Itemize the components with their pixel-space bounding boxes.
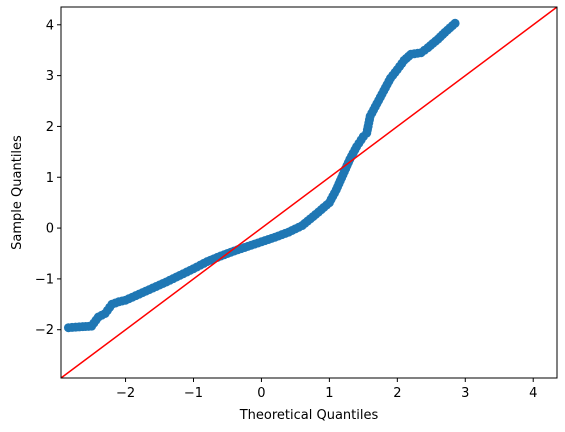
points-layer	[63, 18, 460, 333]
y-tick-label: 4	[46, 18, 54, 33]
y-tick-label: −2	[35, 323, 54, 338]
x-axis-ticks: −2 −1 0 1 2 3 4	[116, 378, 537, 401]
x-axis-title: Theoretical Quantiles	[239, 408, 379, 423]
y-tick-label: −1	[35, 272, 54, 287]
x-tick-label: −2	[116, 386, 135, 401]
x-tick-label: −1	[184, 386, 203, 401]
data-point	[450, 18, 460, 28]
y-tick-label: 3	[46, 69, 54, 84]
y-tick-label: 0	[46, 222, 54, 237]
reference-line	[60, 6, 558, 379]
x-tick-label: 1	[325, 386, 333, 401]
y-tick-label: 2	[46, 120, 54, 135]
x-tick-label: 0	[257, 386, 265, 401]
x-tick-label: 2	[393, 386, 401, 401]
plot-frame	[60, 6, 558, 379]
y-axis-ticks: −2 −1 0 1 2 3 4	[35, 18, 61, 338]
x-tick-label: 3	[461, 386, 469, 401]
y-axis-title: Sample Quantiles	[10, 135, 25, 250]
y-tick-label: 1	[46, 171, 54, 186]
x-tick-label: 4	[529, 386, 537, 401]
